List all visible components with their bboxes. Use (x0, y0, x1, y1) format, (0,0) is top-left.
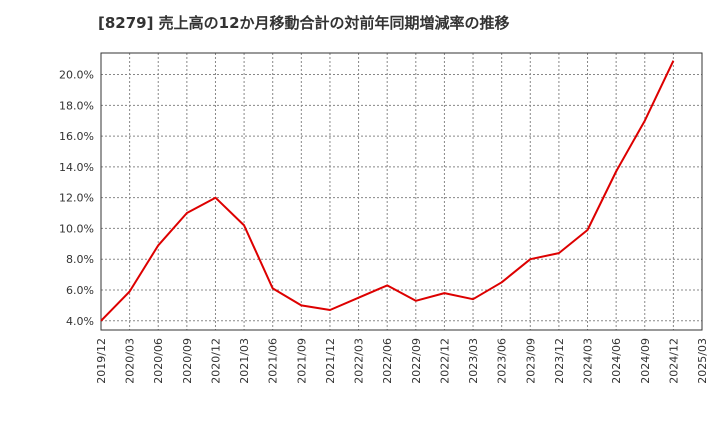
x-tick-label: 2024/09 (639, 338, 652, 384)
x-tick-label: 2022/12 (438, 338, 451, 384)
y-tick-label: 10.0% (59, 222, 94, 235)
y-tick-labels: 4.0% 6.0% 8.0% 10.0% 12.0% 14.0% 16.0% 18.0% 20.… (59, 69, 94, 328)
x-tick-label: 2023/09 (524, 338, 537, 384)
x-tick-label: 2024/06 (610, 338, 623, 384)
y-tick-label: 8.0% (66, 253, 94, 266)
y-tick-label: 6.0% (66, 284, 94, 297)
x-tick-label: 2023/06 (496, 338, 509, 384)
y-tick-label: 20.0% (59, 69, 94, 82)
y-tick-label: 12.0% (59, 192, 94, 205)
x-tick-label: 2021/06 (267, 338, 280, 384)
series-line (100, 60, 675, 322)
y-tick-label: 14.0% (59, 161, 94, 174)
x-tick-label: 2024/12 (667, 338, 680, 384)
grid-layer (101, 53, 702, 330)
x-tick-label: 2021/03 (238, 338, 251, 384)
x-tick-label: 2023/12 (553, 338, 566, 384)
axes-layer (100, 52, 703, 331)
y-tick-label: 16.0% (59, 130, 94, 143)
series-layer (100, 60, 675, 322)
x-tick-label: 2021/12 (324, 338, 337, 384)
x-tick-label: 2023/03 (467, 338, 480, 384)
x-tick-label: 2020/09 (181, 338, 194, 384)
x-tick-label: 2022/06 (381, 338, 394, 384)
x-tick-label: 2020/06 (152, 338, 165, 384)
x-tick-label: 2019/12 (95, 338, 108, 384)
y-tick-label: 18.0% (59, 99, 94, 112)
x-tick-label: 2022/09 (410, 338, 423, 384)
x-tick-label: 2025/03 (696, 338, 709, 384)
x-tick-label: 2020/12 (209, 338, 222, 384)
chart-title: [8279] 売上高の12か月移動合計の対前年同期増減率の推移 (98, 14, 510, 32)
x-tick-label: 2020/03 (124, 338, 137, 384)
x-tick-labels: 2019/12 2020/03 2020/06 2020/09 2020/12 2021/… (95, 338, 709, 384)
x-tick-label: 2022/03 (353, 338, 366, 384)
y-tick-label: 4.0% (66, 315, 94, 328)
plot-frame (100, 52, 703, 331)
x-tick-label: 2024/03 (582, 338, 595, 384)
x-tick-label: 2021/09 (295, 338, 308, 384)
